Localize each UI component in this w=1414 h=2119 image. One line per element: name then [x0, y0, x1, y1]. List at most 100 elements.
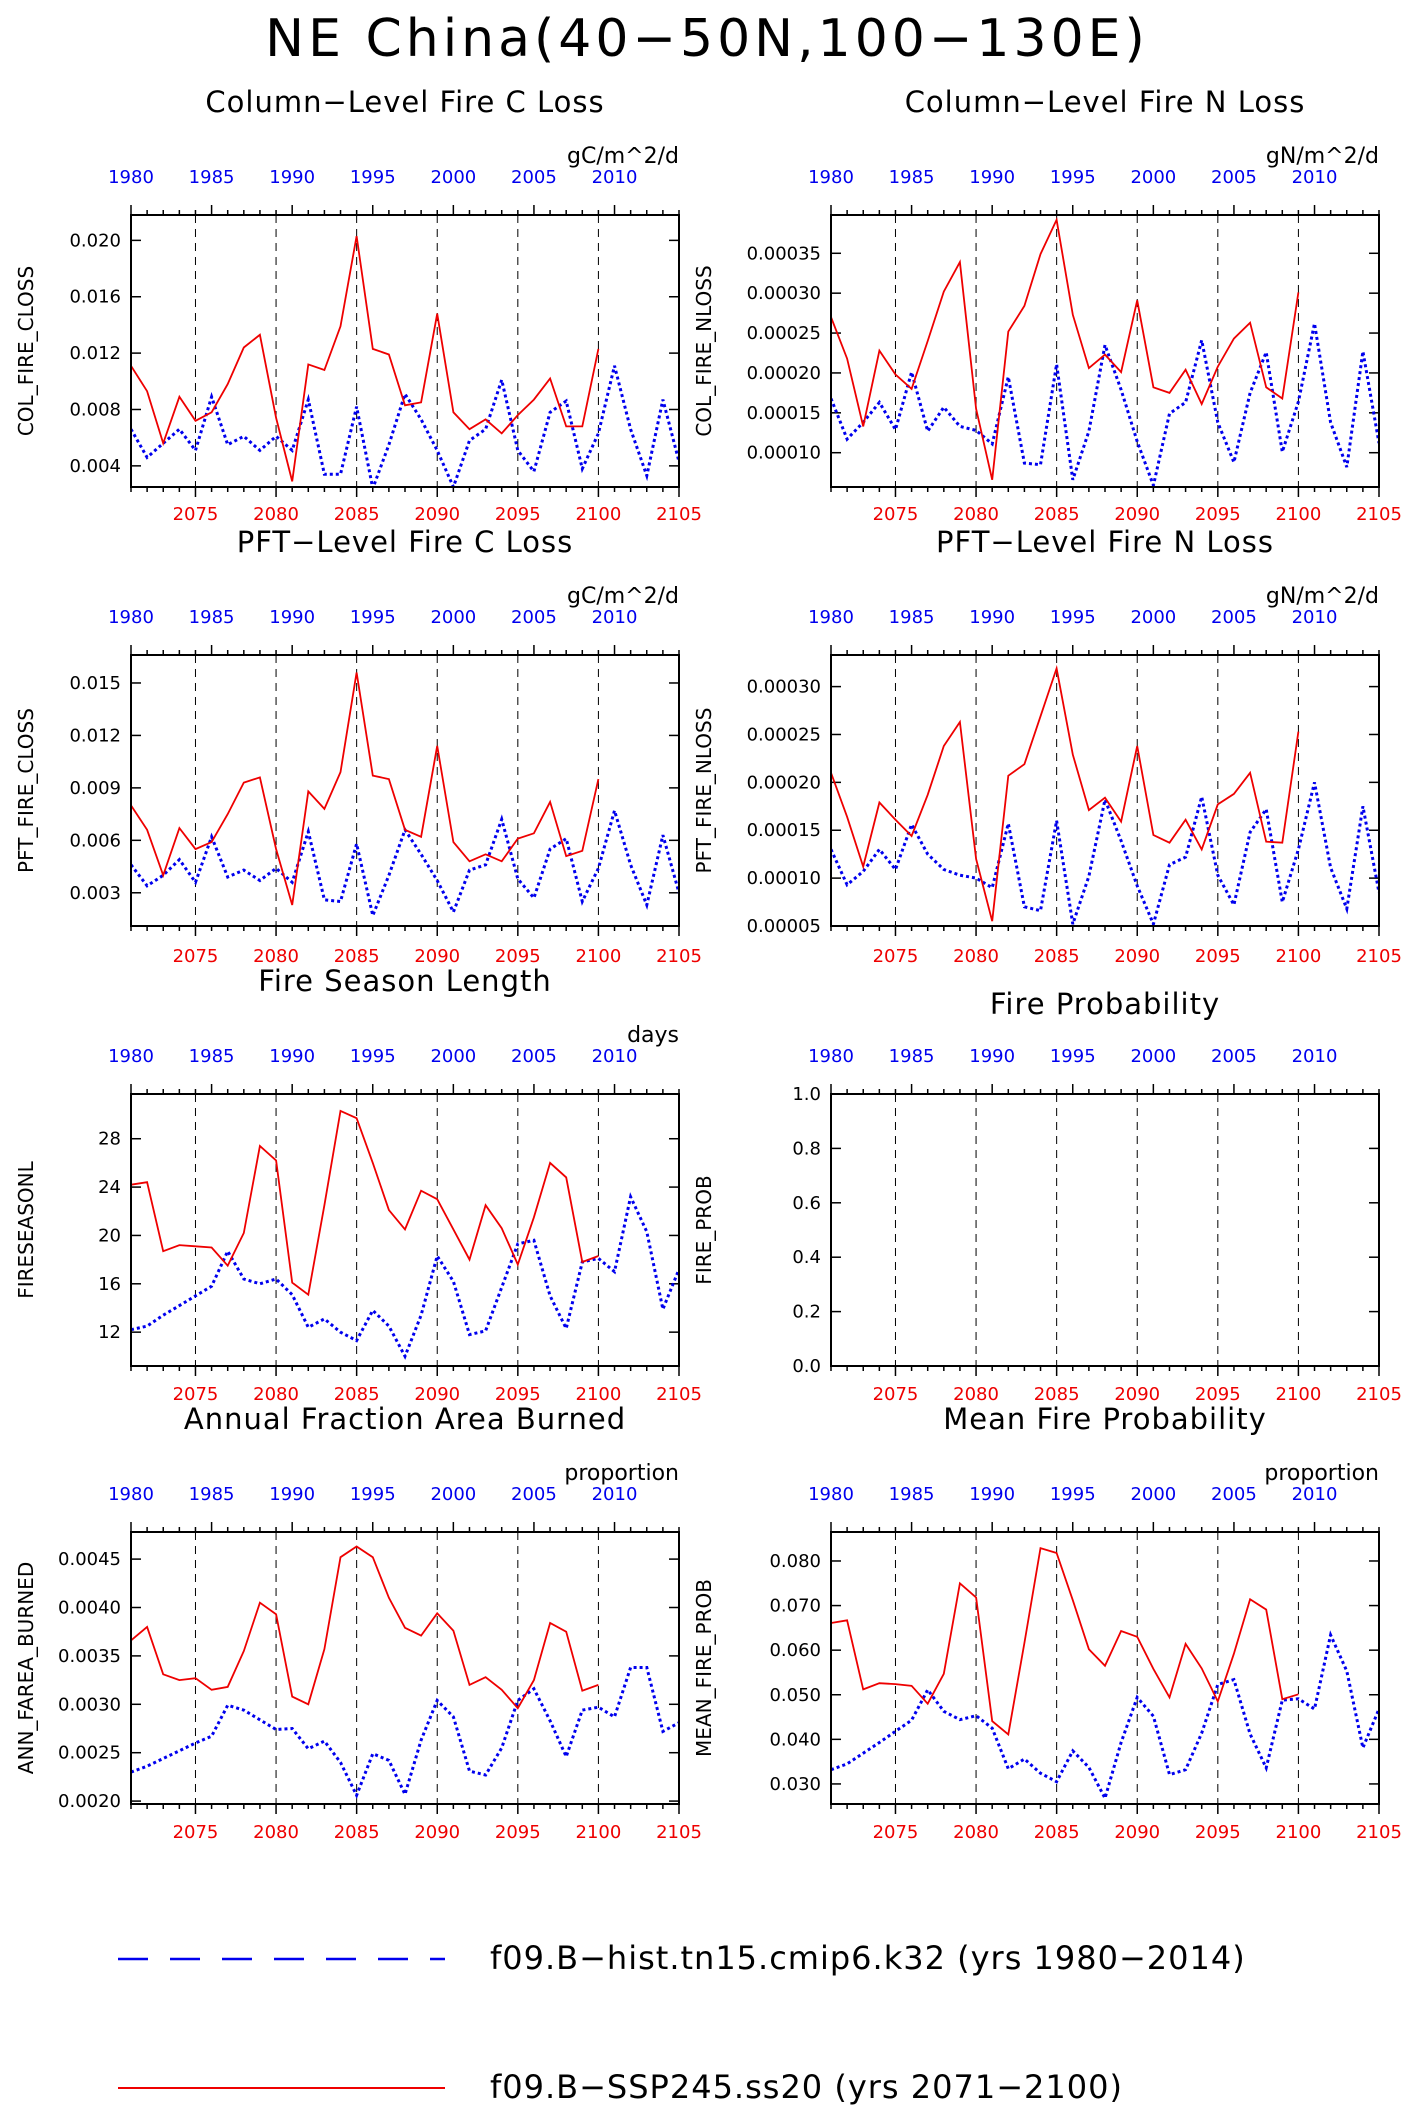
x-tick-label-bottom: 2075: [873, 1822, 919, 1843]
y-tick-label: 0.004: [69, 456, 121, 477]
x-tick-label-bottom: 2090: [1114, 504, 1160, 525]
x-tick-label-top: 2005: [1211, 1046, 1257, 1067]
plot-frame: [130, 214, 680, 488]
x-tick-label-top: 2000: [430, 167, 476, 188]
x-tick-label-bottom: 2095: [1195, 1384, 1241, 1405]
units-label: gN/m^2/d: [1266, 144, 1379, 169]
x-tick-label-bottom: 2100: [576, 1384, 622, 1405]
panel-title: PFT−Level Fire N Loss: [936, 525, 1274, 559]
y-tick-label: 0.030: [769, 1774, 821, 1795]
x-tick-label-top: 1995: [350, 607, 396, 628]
x-tick-label-bottom: 2105: [656, 1384, 702, 1405]
x-tick-label-bottom: 2080: [953, 504, 999, 525]
x-tick-label-bottom: 2085: [334, 1822, 380, 1843]
x-tick-label-top: 2010: [592, 1484, 638, 1505]
y-axis-label: COL_FIRE_NLOSS: [692, 265, 716, 436]
x-tick-label-top: 1985: [189, 167, 235, 188]
x-tick-label-top: 2010: [592, 607, 638, 628]
units-label: proportion: [1264, 1461, 1379, 1486]
x-tick-label-bottom: 2100: [1276, 1822, 1322, 1843]
panel-title: Column−Level Fire N Loss: [905, 85, 1306, 119]
series-line-future: [131, 1109, 599, 1297]
x-tick-label-top: 2000: [1130, 607, 1176, 628]
x-tick-label-top: 1990: [969, 1484, 1015, 1505]
x-tick-label-bottom: 2085: [1034, 946, 1080, 967]
x-tick-label-top: 2010: [1292, 167, 1338, 188]
x-tick-label-bottom: 2075: [173, 1822, 219, 1843]
units-label: gC/m^2/d: [567, 584, 679, 609]
x-tick-label-bottom: 2090: [414, 504, 460, 525]
x-tick-label-bottom: 2085: [1034, 1822, 1080, 1843]
plot-frame: [130, 654, 680, 927]
y-tick-label: 0.00015: [747, 820, 821, 841]
y-tick-label: 0.0030: [58, 1694, 121, 1715]
x-tick-label-bottom: 2095: [495, 946, 541, 967]
x-tick-label-top: 2005: [1211, 167, 1257, 188]
chart-panels: Column−Level Fire C Loss gC/m^2/d 2075 2080…: [14, 85, 1402, 1843]
series-line-hist: [831, 323, 1379, 487]
x-tick-label-bottom: 2080: [953, 1384, 999, 1405]
y-axis-label: FIRESEASONL: [14, 1160, 38, 1298]
x-tick-label-bottom: 2075: [173, 504, 219, 525]
x-tick-label-top: 1995: [350, 1484, 396, 1505]
x-tick-label-top: 1990: [969, 167, 1015, 188]
x-tick-label-top: 2005: [511, 1046, 557, 1067]
x-tick-label-bottom: 2100: [576, 946, 622, 967]
units-label: gC/m^2/d: [567, 144, 679, 169]
x-tick-label-top: 2005: [511, 607, 557, 628]
x-tick-label-top: 1990: [269, 607, 315, 628]
y-tick-label: 0.015: [69, 673, 121, 694]
x-tick-label-bottom: 2105: [656, 504, 702, 525]
series-line-future: [831, 664, 1300, 922]
chart-panel-5: Fire Season Length days 2075 2080 2085 2090 20…: [14, 964, 702, 1405]
x-tick-label-top: 2005: [511, 1484, 557, 1505]
y-tick-label: 0.080: [769, 1551, 821, 1572]
y-tick-label: 0.070: [769, 1596, 821, 1617]
x-tick-label-top: 2005: [1211, 1484, 1257, 1505]
x-tick-label-bottom: 2105: [1356, 946, 1402, 967]
x-tick-label-top: 1980: [808, 167, 854, 188]
y-tick-label: 0.012: [69, 725, 121, 746]
x-tick-label-bottom: 2090: [1114, 1384, 1160, 1405]
x-tick-label-bottom: 2075: [173, 1384, 219, 1405]
y-tick-label: 0.00030: [747, 677, 821, 698]
x-tick-label-top: 1980: [108, 1046, 154, 1067]
x-tick-label-bottom: 2080: [253, 1384, 299, 1405]
x-tick-label-bottom: 2090: [414, 1384, 460, 1405]
x-tick-label-bottom: 2100: [1276, 1384, 1322, 1405]
y-tick-label: 0.012: [69, 343, 121, 364]
panel-title: Mean Fire Probability: [943, 1402, 1267, 1436]
x-tick-label-bottom: 2080: [253, 1822, 299, 1843]
series-line-future: [131, 1545, 599, 1710]
y-tick-label: 0.008: [69, 399, 121, 420]
panel-title: Annual Fraction Area Burned: [184, 1402, 626, 1436]
panel-title: PFT−Level Fire C Loss: [237, 525, 574, 559]
y-tick-label: 16: [98, 1274, 121, 1295]
y-tick-label: 0.00020: [747, 772, 821, 793]
x-tick-label-top: 1980: [108, 607, 154, 628]
x-tick-label-bottom: 2090: [1114, 946, 1160, 967]
x-tick-label-top: 1985: [189, 1046, 235, 1067]
y-axis-label: MEAN_FIRE_PROB: [692, 1579, 716, 1757]
x-tick-label-top: 1990: [269, 1046, 315, 1067]
y-tick-label: 0.003: [69, 883, 121, 904]
x-tick-label-top: 2010: [592, 1046, 638, 1067]
y-tick-label: 0.2: [792, 1302, 821, 1323]
x-tick-label-bottom: 2100: [576, 504, 622, 525]
x-tick-label-bottom: 2100: [576, 1822, 622, 1843]
x-tick-label-bottom: 2080: [953, 1822, 999, 1843]
y-tick-label: 0.009: [69, 778, 121, 799]
series-line-hist: [131, 805, 679, 921]
x-tick-label-top: 1995: [1050, 1046, 1096, 1067]
y-tick-label: 0.00025: [747, 323, 821, 344]
y-tick-label: 0.0045: [58, 1549, 121, 1570]
x-tick-label-top: 1985: [889, 1484, 935, 1505]
y-tick-label: 0.016: [69, 287, 121, 308]
x-tick-label-top: 2010: [1292, 1484, 1338, 1505]
x-tick-label-top: 2005: [1211, 607, 1257, 628]
y-tick-label: 0.4: [792, 1247, 821, 1268]
x-tick-label-top: 2000: [1130, 167, 1176, 188]
legend-label-future: f09.B−SSP245.ss20 (yrs 2071−2100): [490, 2068, 1123, 2106]
x-tick-label-top: 1990: [269, 1484, 315, 1505]
x-tick-label-top: 1990: [969, 607, 1015, 628]
